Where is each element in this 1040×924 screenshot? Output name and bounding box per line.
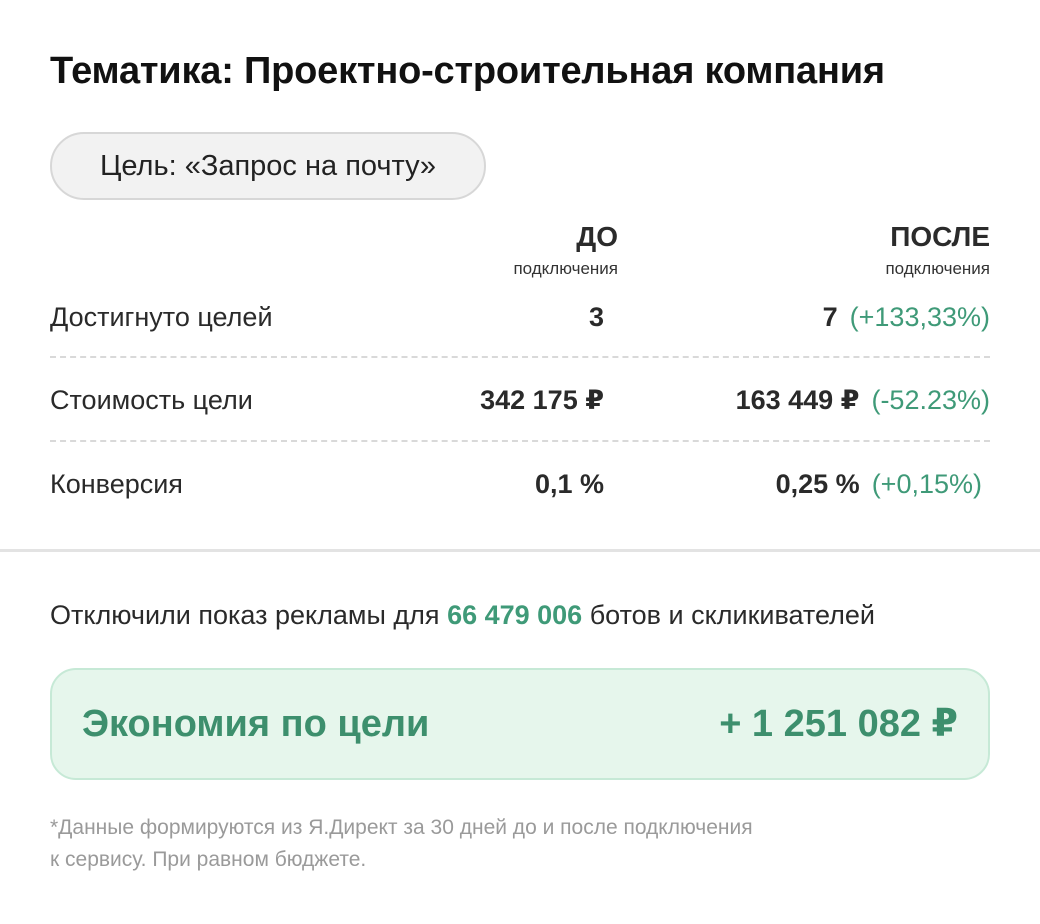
- bots-suffix: ботов и скликивателей: [589, 600, 875, 630]
- footnote: *Данные формируются из Я.Директ за 30 дн…: [50, 812, 753, 876]
- metric-after-value: 0,25 %: [775, 469, 860, 499]
- metric-before-value: 3: [588, 302, 604, 332]
- metric-after: 0,25 % (+0,15%): [776, 464, 982, 504]
- column-header-after: ПОСЛЕ подключения: [885, 222, 990, 280]
- metric-label: Стоимость цели: [50, 385, 253, 415]
- metric-after: 7 (+133,33%): [823, 297, 990, 337]
- row-divider: [50, 356, 990, 358]
- goal-badge: Цель: «Запрос на почту»: [50, 132, 486, 200]
- metric-delta: (+133,33%): [849, 302, 990, 332]
- metric-row-conversion: Конверсия 0,1 % 0,25 % (+0,15%): [50, 464, 990, 504]
- footnote-line-2: к сервису. При равном бюджете.: [50, 848, 367, 871]
- bots-prefix: Отключили показ рекламы для: [50, 600, 440, 630]
- savings-label: Экономия по цели: [82, 703, 430, 745]
- metric-after-value: 163 449 ₽: [735, 385, 860, 415]
- metric-before-value: 0,1 %: [534, 469, 604, 499]
- metric-before-value: 342 175 ₽: [480, 385, 604, 415]
- metric-label: Достигнуто целей: [50, 302, 273, 332]
- metric-after: 163 449 ₽ (-52.23%): [736, 380, 990, 420]
- bots-blocked-text: Отключили показ рекламы для 66 479 006 б…: [50, 600, 875, 631]
- bots-count: 66 479 006: [447, 600, 583, 630]
- row-divider: [50, 440, 990, 442]
- column-before-subtitle: подключения: [513, 259, 618, 278]
- savings-card: Экономия по цели + 1 251 082 ₽: [50, 668, 990, 780]
- column-before-title: ДО: [576, 221, 618, 252]
- metric-label: Конверсия: [50, 469, 183, 499]
- column-header-before: ДО подключения: [513, 222, 618, 280]
- savings-value: + 1 251 082 ₽: [719, 703, 958, 745]
- metric-delta: (+0,15%): [871, 469, 982, 499]
- page-title: Тематика: Проектно-строительная компания: [50, 50, 885, 92]
- metric-delta: (-52.23%): [871, 385, 990, 415]
- metric-row-goals: Достигнуто целей 3 7 (+133,33%): [50, 297, 990, 337]
- metric-after-value: 7: [822, 302, 838, 332]
- column-after-subtitle: подключения: [885, 259, 990, 278]
- footnote-line-1: *Данные формируются из Я.Директ за 30 дн…: [50, 816, 753, 839]
- section-divider: [0, 549, 1040, 552]
- metric-row-cost: Стоимость цели 342 175 ₽ 163 449 ₽ (-52.2…: [50, 380, 990, 420]
- column-after-title: ПОСЛЕ: [890, 221, 990, 252]
